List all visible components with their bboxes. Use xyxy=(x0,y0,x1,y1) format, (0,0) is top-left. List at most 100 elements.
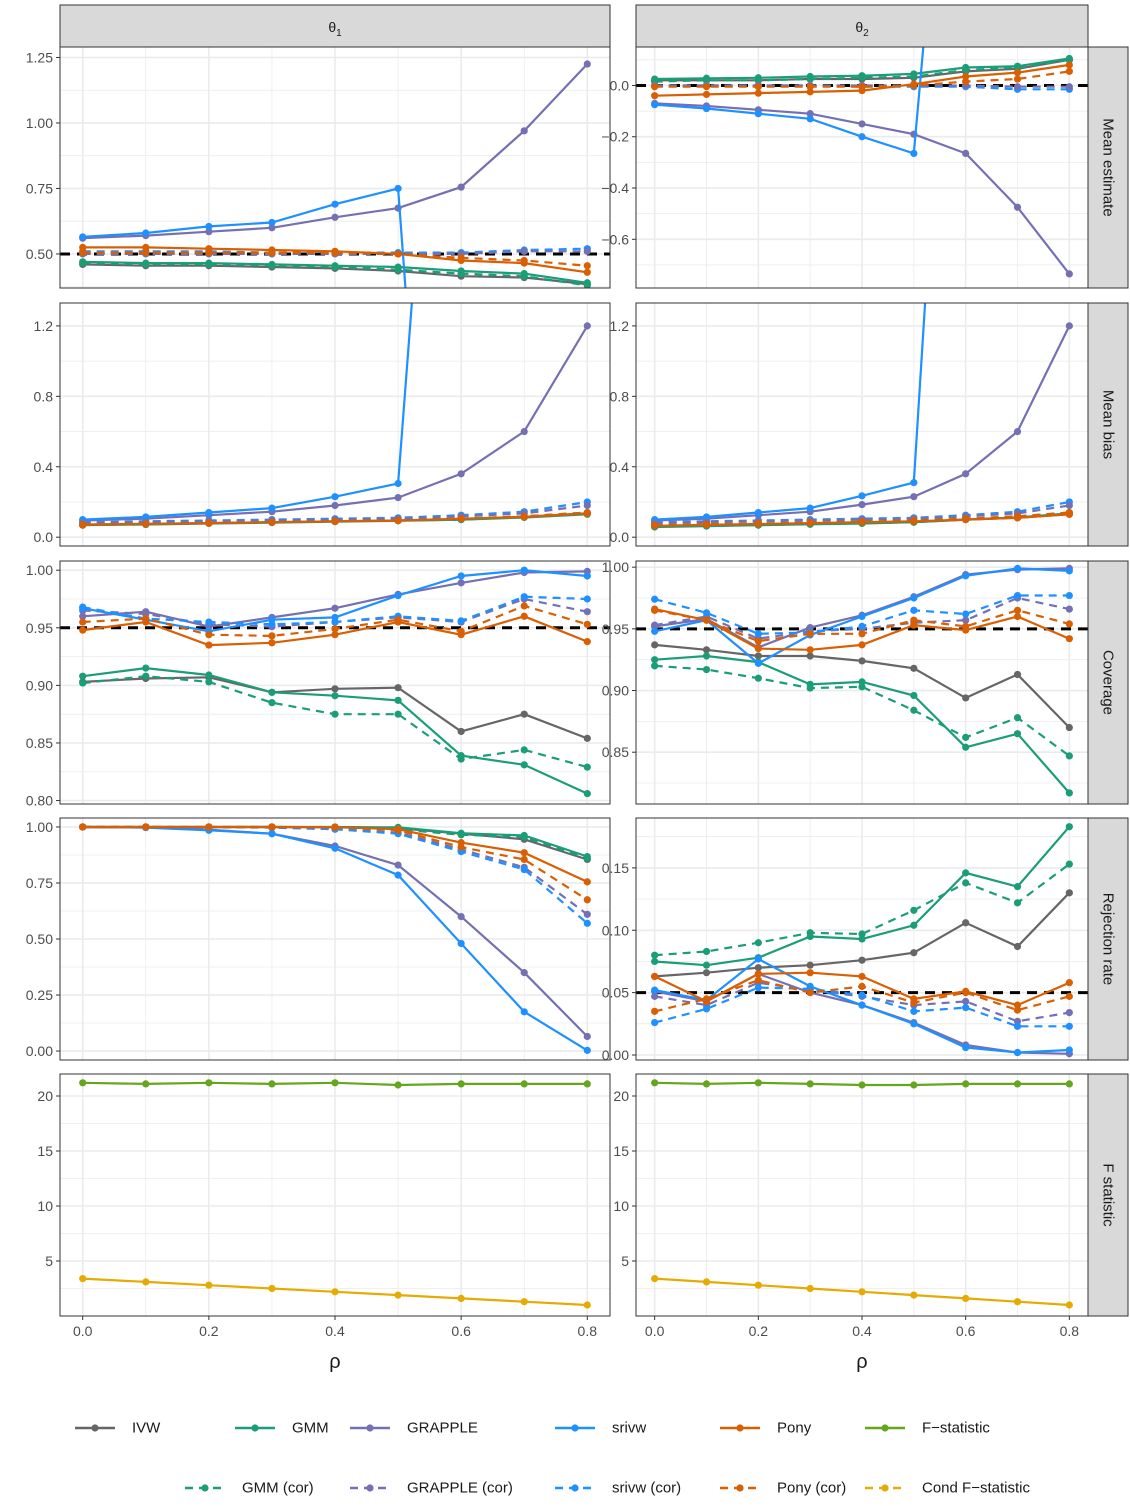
y-tick-label: −0.2 xyxy=(601,129,629,145)
data-point xyxy=(962,470,970,478)
y-tick-label: 10 xyxy=(613,1198,629,1214)
data-point xyxy=(651,595,659,603)
data-point xyxy=(910,606,918,614)
data-point xyxy=(331,631,339,639)
panel-rejection-rate-0: 0.00 0.25 0.50 0.75 1.00 xyxy=(26,817,611,1061)
y-tick-label: 0.95 xyxy=(26,620,53,636)
data-point xyxy=(583,919,591,927)
column-strip-label: θ1 xyxy=(328,19,342,39)
data-point xyxy=(1065,83,1073,91)
data-point xyxy=(205,260,213,269)
data-point xyxy=(910,706,918,714)
data-point xyxy=(583,1046,591,1054)
data-point xyxy=(331,685,339,693)
data-point xyxy=(806,630,814,638)
y-tick-label: 0.05 xyxy=(602,985,629,1001)
data-point xyxy=(754,89,762,97)
data-point xyxy=(520,833,528,841)
data-point xyxy=(910,906,918,914)
data-point xyxy=(910,72,918,81)
data-point xyxy=(1013,1001,1022,1009)
data-point xyxy=(858,492,866,500)
data-point xyxy=(858,657,866,665)
data-point xyxy=(583,595,591,603)
data-point xyxy=(1065,635,1073,643)
data-point xyxy=(962,616,970,624)
y-tick-label: 0.0 xyxy=(610,529,630,545)
y-tick-label: 1.2 xyxy=(34,318,54,334)
legend-label: GRAPPLE (cor) xyxy=(407,1480,513,1497)
data-point xyxy=(205,249,213,257)
data-point xyxy=(142,520,150,528)
data-point xyxy=(1065,1301,1073,1309)
data-point xyxy=(910,1291,918,1299)
data-point xyxy=(1065,508,1073,517)
data-point xyxy=(962,515,970,523)
panel-coverage-1: 0.85 0.90 0.95 1.00 xyxy=(602,559,1089,805)
data-point xyxy=(858,133,866,141)
data-point xyxy=(520,566,528,574)
data-point xyxy=(910,149,918,157)
data-point xyxy=(702,665,711,674)
data-point xyxy=(754,1079,762,1087)
y-axis: 0.00 0.25 0.50 0.75 1.00 xyxy=(26,819,60,1059)
data-point xyxy=(1013,942,1022,951)
column-strip-1: θ1 xyxy=(59,4,611,48)
data-point xyxy=(583,281,591,288)
data-point xyxy=(1013,69,1022,77)
data-point xyxy=(394,184,402,193)
data-point xyxy=(1013,203,1022,211)
data-point xyxy=(79,1275,87,1283)
data-point xyxy=(858,930,866,938)
data-point xyxy=(651,1018,659,1027)
x-tick-label: 0.0 xyxy=(645,1323,665,1339)
row-strip-mean-estimate: Mean estimate xyxy=(1087,46,1129,289)
legend-item-grapple-cor: GRAPPLE (cor) xyxy=(350,1480,513,1497)
data-point xyxy=(331,823,339,832)
series-ivw xyxy=(651,641,1073,732)
y-tick-label: 0.00 xyxy=(602,1047,629,1063)
data-point xyxy=(806,1080,814,1088)
data-point xyxy=(79,259,87,267)
data-point xyxy=(962,149,970,157)
data-point xyxy=(331,1079,339,1087)
data-point xyxy=(331,692,339,700)
data-point xyxy=(702,652,711,660)
data-point xyxy=(754,508,762,517)
row-strip-label: Rejection rate xyxy=(1100,893,1117,986)
y-axis: 0.0 0.4 0.8 1.2 xyxy=(34,318,60,545)
data-point xyxy=(754,955,762,963)
data-point xyxy=(205,823,213,831)
legend-label: srivw (cor) xyxy=(612,1480,681,1497)
data-point xyxy=(268,639,276,647)
panel-f-statistic-0: 5 10 15 20 0.0 0.2 0.4 0.6 0.8 ρ xyxy=(37,1073,611,1373)
data-point xyxy=(754,630,762,638)
data-point xyxy=(394,861,402,869)
data-point xyxy=(205,1281,213,1289)
data-point xyxy=(205,618,213,626)
row-strip-f-statistic: F statistic xyxy=(1087,1073,1129,1317)
data-point xyxy=(651,951,659,959)
data-point xyxy=(962,72,970,81)
data-point xyxy=(754,637,762,645)
data-point xyxy=(520,710,528,718)
data-point xyxy=(457,831,465,839)
data-point xyxy=(702,1278,711,1286)
y-tick-label: 0.10 xyxy=(602,922,629,938)
data-point xyxy=(520,247,528,255)
data-point xyxy=(583,638,591,646)
data-point xyxy=(1065,501,1073,510)
data-point xyxy=(962,733,970,741)
data-point xyxy=(1065,889,1073,897)
data-point xyxy=(457,1294,465,1302)
data-point xyxy=(583,247,591,255)
data-point xyxy=(331,501,339,510)
data-point xyxy=(394,616,402,624)
row-strip-label: Mean estimate xyxy=(1100,118,1117,216)
data-point xyxy=(702,961,711,969)
data-point xyxy=(651,606,659,614)
data-point xyxy=(205,519,213,527)
data-point xyxy=(331,517,339,525)
